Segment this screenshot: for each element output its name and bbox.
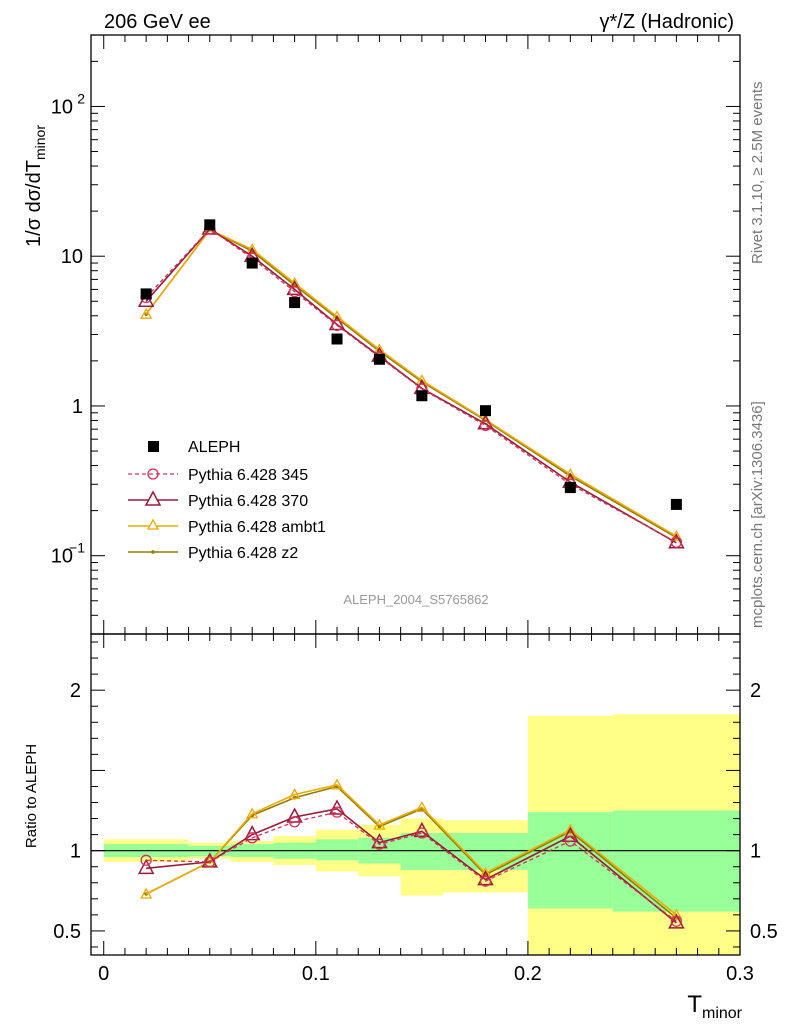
- aleph-data-point: [331, 333, 343, 345]
- ratio-series-point-ambt1: [479, 866, 492, 878]
- x-tick-label: 0.3: [726, 963, 754, 985]
- ratio-series-point-345: [564, 835, 576, 847]
- side-text-bottom: mcplots.cern.ch [arXiv:1306.3436]: [749, 401, 766, 628]
- legend-marker-aleph: [148, 441, 159, 452]
- ratio-y-tick-label-left: 2: [70, 680, 81, 702]
- legend: ALEPH Pythia 6.428 345 Pythia 6.428 370 …: [128, 439, 326, 562]
- ratio-stat-band-4: [315, 839, 359, 861]
- ratio-stat-band-6: [400, 833, 444, 870]
- main-series-point-ambt1: [140, 307, 153, 319]
- aleph-data-point: [416, 390, 428, 402]
- y-tick-label-exp: −1: [69, 540, 85, 556]
- aleph-data-point: [564, 482, 576, 494]
- main-series-point-ambt1: [670, 529, 683, 541]
- ratio-series-point-345: [416, 827, 428, 839]
- ratio-stat-band-9: [612, 810, 740, 912]
- ratio-series-point-345: [288, 816, 301, 828]
- aleph-data-point: [479, 405, 491, 417]
- ratio-series-point-ambt1: [415, 801, 428, 812]
- ratio-y-tick-label-left: 0.5: [53, 921, 81, 943]
- header-left: 206 GeV ee: [104, 11, 211, 33]
- ratio-series-point-370: [668, 913, 685, 929]
- main-series-point-345: [331, 319, 343, 332]
- main-ylabel: 1/σ dσ/dTminor: [23, 125, 48, 247]
- main-series-point-ambt1: [564, 467, 577, 479]
- ratio-series-point-345: [670, 915, 683, 927]
- y-tick-label: 10: [51, 96, 73, 118]
- aleph-data-point: [289, 297, 301, 309]
- ratio-series-point-345: [331, 806, 343, 818]
- ratio-series-point-ambt1: [373, 818, 386, 830]
- x-tick-label: 0: [98, 963, 109, 985]
- aleph-data-point: [246, 257, 258, 269]
- main-series-point-345: [670, 536, 683, 548]
- ratio-series-line-345: [146, 811, 677, 922]
- y-tick-label: 1: [72, 396, 83, 418]
- ratio-series-point-345: [246, 832, 258, 844]
- ratio-series-point-370: [137, 858, 155, 875]
- ratio-y-tick-label-right: 2: [750, 680, 761, 702]
- main-series-line-ambt1: [145, 228, 677, 537]
- main-series-point-345: [288, 285, 301, 298]
- legend-marker-370: [144, 490, 162, 506]
- legend-label-ambt1: Pythia 6.428 ambt1: [188, 519, 326, 536]
- ratio-series-line-ambt1: [145, 784, 677, 916]
- x-tick-label: 0.1: [302, 963, 330, 985]
- ratio-series-point-345: [140, 854, 152, 866]
- ratio-series-point-ambt1: [564, 823, 577, 835]
- ratio-stat-band-7: [443, 833, 528, 870]
- legend-label-345: Pythia 6.428 345: [188, 467, 308, 484]
- main-series-point-370: [137, 291, 155, 308]
- y-tick-label: 10: [61, 246, 83, 268]
- ratio-y-tick-label-right: 1: [750, 841, 761, 863]
- aleph-data-point: [373, 353, 385, 365]
- ratio-y-tick-label-right: 0.5: [750, 921, 778, 943]
- ratio-series-point-370: [328, 799, 346, 815]
- ratio-series-point-ambt1: [330, 778, 344, 790]
- main-series-line-345: [145, 228, 677, 543]
- ratio-series-point-ambt1: [140, 887, 153, 899]
- ratio-xlabel: Tminor: [687, 991, 742, 1022]
- y-tick-label: 10: [51, 546, 73, 568]
- aleph-data-point: [140, 288, 152, 300]
- aleph-data-point: [670, 498, 682, 510]
- legend-marker-345: [147, 468, 159, 480]
- main-series-point-ambt1: [373, 343, 386, 355]
- header-right: γ*/Z (Hadronic): [600, 11, 734, 33]
- legend-marker-z2: [151, 550, 155, 554]
- side-text-top: Rivet 3.1.10, ≥ 2.5M events: [749, 82, 766, 265]
- legend-marker-ambt1: [146, 518, 160, 530]
- main-series-point-345: [479, 419, 492, 432]
- ratio-series-point-z2: [377, 824, 382, 829]
- y-tick-label-exp: 2: [77, 90, 85, 106]
- aleph-data-point: [204, 219, 216, 231]
- ratio-series-point-ambt1: [288, 788, 301, 800]
- ratio-y-tick-label-left: 1: [70, 841, 81, 863]
- legend-label-aleph: ALEPH: [188, 439, 240, 456]
- ratio-series-point-ambt1: [670, 908, 683, 920]
- ratio-ylabel: Ratio to ALEPH: [23, 744, 40, 848]
- legend-label-z2: Pythia 6.428 z2: [188, 545, 298, 562]
- main-series-line-z2: [145, 228, 677, 539]
- ratio-series-point-345: [373, 838, 386, 850]
- x-tick-label: 0.2: [514, 963, 542, 985]
- ratio-series-point-370: [243, 825, 261, 841]
- main-series-line-370: [145, 227, 677, 544]
- ratio-series-point-ambt1: [246, 807, 259, 819]
- ratio-frame: [90, 633, 741, 956]
- legend-label-370: Pythia 6.428 370: [188, 493, 308, 510]
- ratio-plot: 0 0.1 0.2 0.3 0.5 0.5 1 1 2 2: [53, 633, 778, 985]
- analysis-watermark: ALEPH_2004_S5765862: [343, 592, 488, 607]
- ratio-series-point-345: [204, 856, 216, 868]
- ratio-series-point-345: [479, 875, 492, 887]
- ratio-series-line-370: [146, 808, 677, 924]
